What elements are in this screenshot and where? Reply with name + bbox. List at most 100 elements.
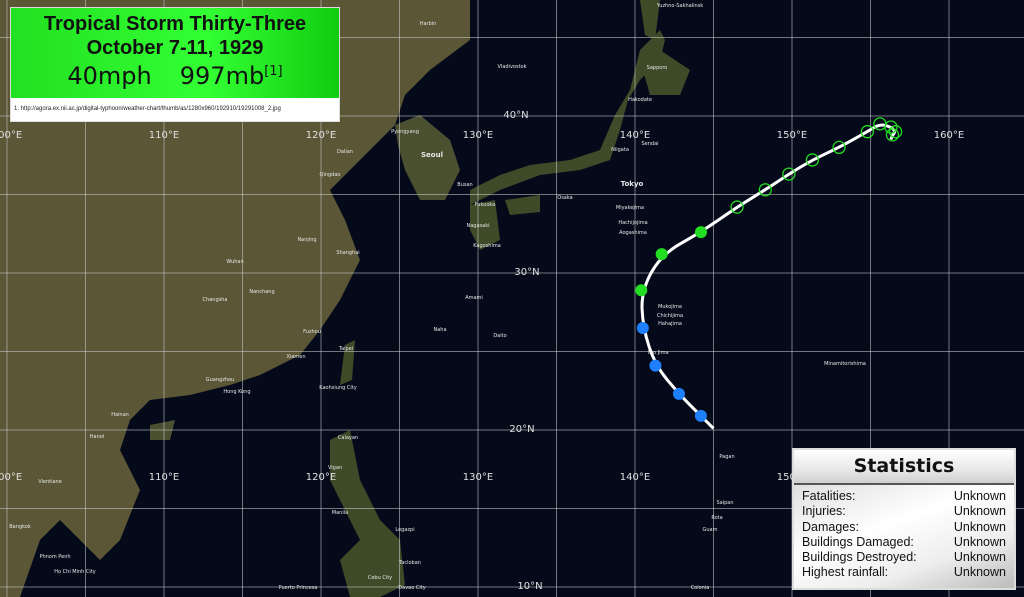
stat-label: Injuries:: [802, 504, 846, 519]
longitude-label: 100°E: [0, 472, 23, 483]
philippines: [330, 430, 405, 597]
place-label: Wuhan: [226, 259, 244, 265]
place-label: Manila: [331, 510, 349, 516]
place-label: Xiamen: [286, 354, 306, 360]
place-label: Hakodate: [628, 97, 652, 103]
place-label: Tokyo: [620, 180, 644, 188]
statistics-title: Statistics: [794, 450, 1014, 485]
track-point-extratropical[interactable]: [758, 183, 772, 197]
place-label: Sendai: [641, 141, 659, 147]
place-label: Saipan: [716, 500, 734, 506]
longitude-label: 100°E: [0, 130, 23, 141]
latitude-label: 20°N: [509, 424, 535, 435]
track-point-extratropical[interactable]: [885, 128, 900, 142]
place-label: Davao City: [398, 585, 426, 591]
reference-citation[interactable]: 1. http://agora.ex.nii.ac.jp/digital-typ…: [11, 98, 339, 121]
place-label: Rota: [711, 515, 723, 521]
track-point-extratropical[interactable]: [888, 125, 903, 139]
place-label: Miyakejima: [615, 205, 645, 211]
place-label: Vladivostok: [497, 64, 527, 70]
statistics-row: Injuries: Unknown: [802, 504, 1006, 519]
place-label: Hahajima: [658, 321, 682, 327]
track-point-extratropical[interactable]: [860, 125, 875, 139]
place-label: Aogashima: [619, 230, 647, 236]
place-label: Minamitorishima: [824, 361, 866, 367]
place-label: Amami: [465, 295, 483, 301]
statistics-row: Buildings Damaged: Unknown: [802, 535, 1006, 550]
track-point-extratropical[interactable]: [782, 167, 796, 181]
track-point-storm[interactable]: [635, 284, 648, 297]
stat-value: Unknown: [953, 534, 1006, 549]
place-label: Colonia: [690, 585, 710, 591]
place-label: Fukuoka: [474, 202, 496, 208]
place-label: Ho Chi Minh City: [54, 569, 96, 575]
storm-track-points: [635, 117, 903, 422]
place-label: Nanjing: [297, 237, 317, 243]
track-point-depression[interactable]: [649, 359, 662, 372]
longitude-label: 160°E: [933, 130, 965, 141]
statistics-box: Statistics Fatalities: Unknown Injuries: Un…: [792, 448, 1016, 590]
place-label: Shanghai: [336, 250, 360, 256]
track-point-storm[interactable]: [694, 226, 707, 239]
longitude-label: 110°E: [148, 472, 180, 483]
place-label: Kaohsiung City: [319, 385, 357, 391]
place-label: Pagan: [719, 454, 735, 460]
place-label: Hainan: [111, 412, 129, 418]
place-label: Seoul: [421, 151, 443, 159]
place-label: Hanoi: [89, 434, 105, 440]
reference-marker[interactable]: [1]: [264, 64, 283, 79]
track-point-storm[interactable]: [655, 248, 668, 261]
place-label: Chichijima: [656, 313, 684, 319]
place-label: Vigan: [327, 465, 343, 471]
track-point-extratropical[interactable]: [832, 140, 846, 155]
place-label: Phnom Penh: [39, 554, 71, 560]
place-label: Nagasaki: [466, 223, 490, 229]
shikoku: [505, 195, 540, 215]
track-point-depression[interactable]: [636, 321, 649, 334]
track-point-depression[interactable]: [694, 409, 707, 422]
place-label: Calayan: [337, 435, 359, 441]
track-point-extratropical[interactable]: [884, 120, 898, 134]
place-label: Hachijojima: [618, 220, 648, 226]
stat-value: Unknown: [953, 519, 1006, 534]
longitude-label: 130°E: [462, 472, 494, 483]
place-label: Sapporo: [646, 65, 668, 71]
statistics-row: Buildings Destroyed: Unknown: [802, 550, 1006, 565]
track-point-extratropical[interactable]: [730, 200, 744, 214]
track-point-extratropical[interactable]: [805, 153, 820, 167]
track-point-depression[interactable]: [672, 387, 685, 400]
place-label: Fuzhou: [303, 329, 321, 335]
stat-label: Buildings Destroyed:: [802, 550, 917, 565]
place-label: Naha: [433, 327, 447, 333]
japan: [470, 30, 665, 205]
place-label: Bangkok: [9, 524, 31, 530]
place-label: Nanchang: [249, 289, 275, 295]
longitude-label: 130°E: [462, 130, 494, 141]
place-label: Hong Kong: [223, 389, 251, 395]
place-label: Pyongyang: [391, 129, 419, 135]
place-label: Mukojima: [658, 304, 682, 310]
stat-label: Fatalities:: [802, 489, 856, 503]
storm-info-box: Tropical Storm Thirty-Three October 7-11…: [10, 7, 340, 122]
statistics-row: Highest rainfall: Unknown: [802, 565, 1006, 580]
longitude-label: 120°E: [305, 472, 337, 483]
place-label: Dalian: [337, 149, 353, 155]
place-label: Cebu City: [367, 575, 393, 581]
statistics-rows: Fatalities: Unknown Injuries: Unknown Damage…: [794, 485, 1014, 588]
place-label: Harbin: [419, 21, 437, 27]
place-label: Iwo Jima: [647, 350, 669, 356]
latitude-label: 30°N: [514, 267, 540, 278]
place-label: Guangzhou: [205, 377, 235, 383]
place-label: Vientiane: [38, 479, 62, 485]
statistics-row: Fatalities: Unknown: [802, 489, 1006, 504]
min-pressure: 997mb: [179, 62, 265, 90]
stat-label: Highest rainfall:: [802, 565, 889, 580]
place-label: Guam: [702, 527, 718, 533]
longitude-label: 140°E: [619, 472, 651, 483]
place-label: Niigata: [611, 147, 629, 153]
storm-title: Tropical Storm Thirty-Three: [43, 13, 307, 35]
place-label: Busan: [457, 182, 473, 188]
place-label: Qingdao: [319, 172, 341, 178]
asia-mainland: [0, 0, 470, 597]
